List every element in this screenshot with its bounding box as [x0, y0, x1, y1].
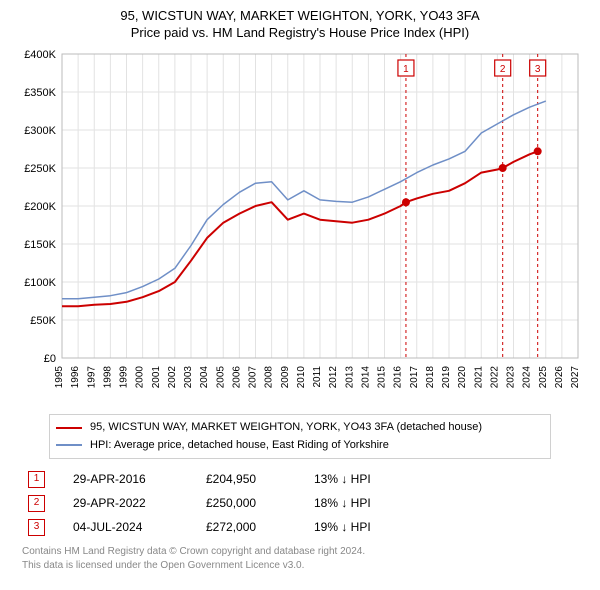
sale-marker-icon: 2	[28, 495, 45, 512]
legend-row: 95, WICSTUN WAY, MARKET WEIGHTON, YORK, …	[56, 419, 544, 437]
svg-text:2014: 2014	[360, 366, 371, 389]
svg-text:2003: 2003	[183, 366, 194, 389]
svg-text:2006: 2006	[231, 366, 242, 389]
svg-text:2004: 2004	[199, 366, 210, 389]
sale-row: 3 04-JUL-2024 £272,000 19% ↓ HPI	[22, 515, 578, 539]
svg-text:2027: 2027	[570, 366, 581, 389]
attribution-line: Contains HM Land Registry data © Crown c…	[22, 545, 578, 559]
svg-text:2026: 2026	[554, 366, 565, 389]
svg-text:2022: 2022	[489, 366, 500, 389]
sale-price: £204,950	[206, 467, 286, 491]
svg-text:1: 1	[403, 64, 409, 75]
page-subtitle: Price paid vs. HM Land Registry's House …	[10, 25, 590, 40]
sale-diff: 19% ↓ HPI	[314, 515, 404, 539]
svg-text:£350K: £350K	[24, 87, 56, 99]
svg-text:2: 2	[500, 64, 506, 75]
sale-marker-icon: 1	[28, 471, 45, 488]
svg-text:1998: 1998	[102, 366, 113, 389]
svg-text:2001: 2001	[151, 366, 162, 389]
legend-swatch	[56, 444, 82, 446]
svg-text:£0: £0	[44, 353, 56, 365]
svg-text:2007: 2007	[248, 366, 259, 389]
sale-price: £250,000	[206, 491, 286, 515]
sale-diff: 18% ↓ HPI	[314, 491, 404, 515]
svg-text:2020: 2020	[457, 366, 468, 389]
attribution-line: This data is licensed under the Open Gov…	[22, 559, 578, 573]
sale-price: £272,000	[206, 515, 286, 539]
legend-row: HPI: Average price, detached house, East…	[56, 437, 544, 455]
svg-text:2013: 2013	[344, 366, 355, 389]
svg-text:2009: 2009	[280, 366, 291, 389]
price-chart: £0 £50K £100K £150K £200K £250K £300K £350K £400…	[10, 46, 590, 406]
svg-text:2000: 2000	[135, 366, 146, 389]
legend-label: HPI: Average price, detached house, East…	[90, 437, 389, 455]
svg-text:£200K: £200K	[24, 201, 56, 213]
legend: 95, WICSTUN WAY, MARKET WEIGHTON, YORK, …	[49, 414, 551, 459]
svg-text:1995: 1995	[54, 366, 65, 389]
svg-text:2011: 2011	[312, 366, 323, 388]
sale-marker-icon: 3	[28, 519, 45, 536]
sales-table: 1 29-APR-2016 £204,950 13% ↓ HPI 2 29-APR-202…	[22, 467, 578, 539]
svg-text:2018: 2018	[425, 366, 436, 389]
svg-text:2008: 2008	[264, 366, 275, 389]
svg-text:2005: 2005	[215, 366, 226, 389]
svg-text:£300K: £300K	[24, 125, 56, 137]
sale-date: 04-JUL-2024	[73, 515, 178, 539]
legend-label: 95, WICSTUN WAY, MARKET WEIGHTON, YORK, …	[90, 419, 482, 437]
svg-text:£400K: £400K	[24, 49, 56, 61]
svg-text:1997: 1997	[86, 366, 97, 389]
sale-diff: 13% ↓ HPI	[314, 467, 404, 491]
svg-text:2016: 2016	[393, 366, 404, 389]
svg-text:£100K: £100K	[24, 277, 56, 289]
svg-text:£250K: £250K	[24, 163, 56, 175]
svg-text:3: 3	[535, 64, 541, 75]
page-title: 95, WICSTUN WAY, MARKET WEIGHTON, YORK, …	[10, 8, 590, 23]
legend-swatch	[56, 427, 82, 429]
svg-text:1996: 1996	[70, 366, 81, 389]
svg-text:2012: 2012	[328, 366, 339, 389]
svg-text:2025: 2025	[538, 366, 549, 389]
svg-text:2019: 2019	[441, 366, 452, 389]
svg-text:£150K: £150K	[24, 239, 56, 251]
svg-text:2024: 2024	[522, 366, 533, 389]
svg-text:2010: 2010	[296, 366, 307, 389]
sale-date: 29-APR-2016	[73, 467, 178, 491]
sale-row: 1 29-APR-2016 £204,950 13% ↓ HPI	[22, 467, 578, 491]
sale-date: 29-APR-2022	[73, 491, 178, 515]
svg-text:2002: 2002	[167, 366, 178, 389]
svg-text:2023: 2023	[506, 366, 517, 389]
svg-text:2015: 2015	[377, 366, 388, 389]
sale-row: 2 29-APR-2022 £250,000 18% ↓ HPI	[22, 491, 578, 515]
svg-text:2017: 2017	[409, 366, 420, 389]
svg-text:1999: 1999	[119, 366, 130, 389]
svg-text:2021: 2021	[473, 366, 484, 389]
svg-text:£50K: £50K	[30, 315, 56, 327]
attribution: Contains HM Land Registry data © Crown c…	[22, 545, 578, 572]
